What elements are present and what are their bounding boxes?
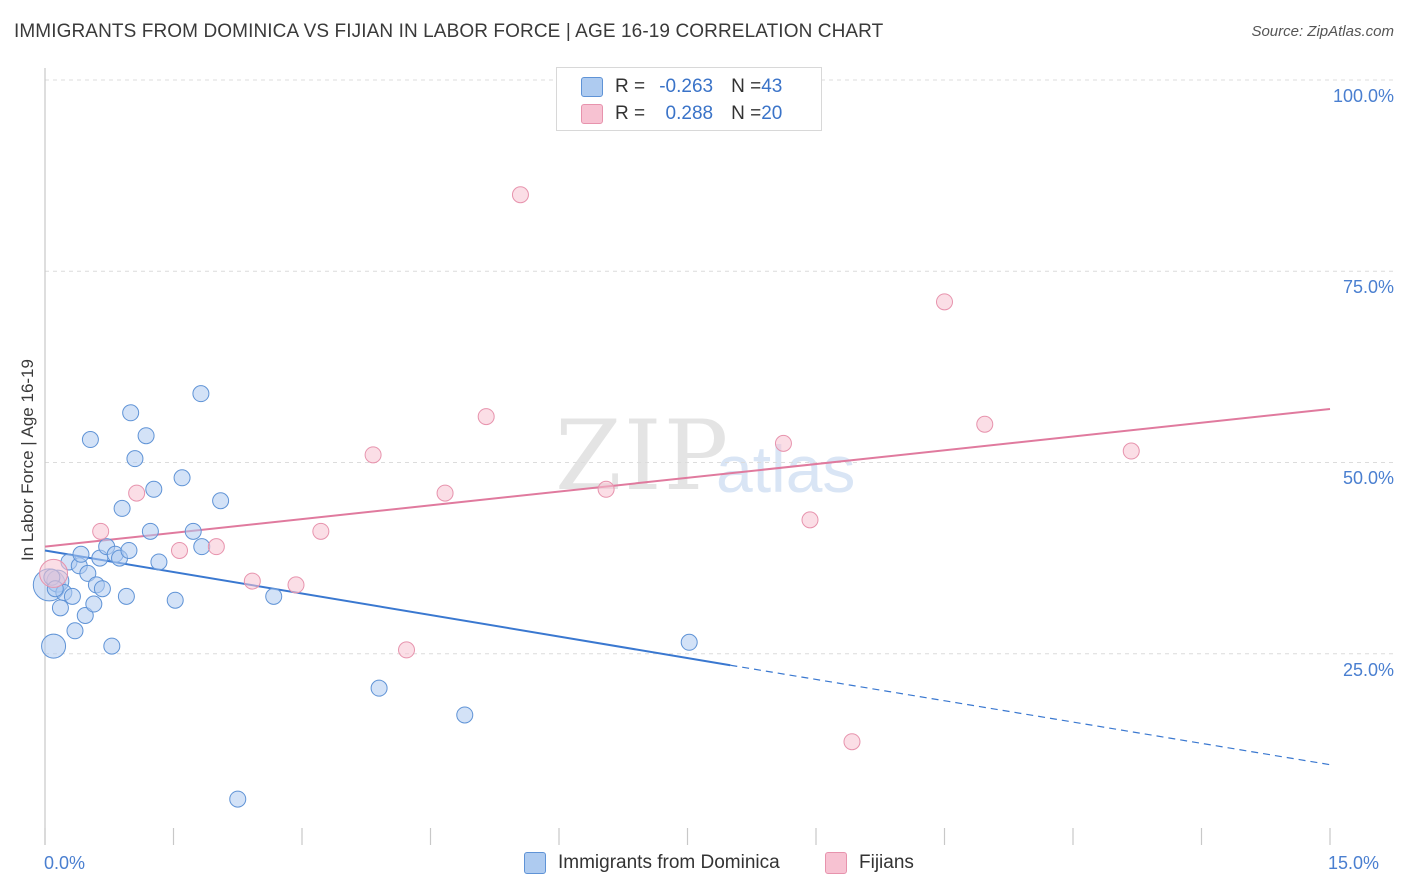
legend-r-value: -0.263 bbox=[659, 76, 714, 97]
legend-n-label: N = bbox=[731, 76, 762, 97]
y-tick-label-100: 100.0% bbox=[1332, 86, 1394, 106]
bottom-legend-fijians: Fijians bbox=[825, 852, 914, 874]
point-fijians bbox=[207, 538, 225, 556]
y-tick-label-25: 25.0% bbox=[1342, 660, 1394, 680]
correlation-legend: R = -0.263 N = 43 R = 0.288 N = 20 bbox=[556, 67, 822, 131]
point-fijians bbox=[436, 484, 454, 502]
y-tick-label-50: 50.0% bbox=[1342, 468, 1394, 488]
bottom-legend-label: Fijians bbox=[859, 852, 914, 873]
legend-r-label: R = bbox=[615, 76, 646, 97]
point-dominica bbox=[120, 541, 138, 559]
point-fijians bbox=[1122, 442, 1140, 460]
point-fijians bbox=[312, 522, 330, 540]
point-dominica bbox=[122, 404, 140, 422]
trend-line-dominica-extension bbox=[730, 664, 1331, 766]
legend-r-label: R = bbox=[615, 103, 646, 124]
point-fijians bbox=[287, 576, 305, 594]
point-dominica bbox=[85, 595, 103, 613]
data-points bbox=[32, 186, 1140, 808]
point-fijians bbox=[170, 541, 188, 559]
point-dominica bbox=[117, 587, 135, 605]
point-fijians bbox=[243, 572, 261, 590]
point-dominica bbox=[103, 637, 121, 655]
trend-line-fijians bbox=[44, 407, 1331, 548]
point-fijians bbox=[976, 415, 994, 433]
x-tick-label-min: 0.0% bbox=[44, 853, 86, 873]
point-fijians bbox=[936, 293, 953, 311]
point-dominica bbox=[141, 522, 159, 540]
legend-row-dominica: R = -0.263 N = 43 bbox=[581, 76, 782, 98]
point-dominica bbox=[680, 633, 698, 651]
legend-r-value: 0.288 bbox=[660, 103, 714, 124]
point-dominica bbox=[113, 499, 131, 517]
point-dominica bbox=[193, 538, 211, 556]
point-fijians bbox=[843, 733, 861, 751]
source-label: Source: ZipAtlas.com bbox=[1251, 23, 1394, 40]
point-fijians bbox=[128, 484, 146, 502]
point-dominica bbox=[93, 580, 111, 598]
watermark-zip: ZIP bbox=[555, 400, 731, 512]
point-fijians bbox=[92, 522, 110, 540]
point-dominica bbox=[229, 790, 247, 808]
bottom-legend-dominica: Immigrants from Dominica bbox=[524, 852, 780, 874]
trend-line-dominica bbox=[44, 549, 731, 667]
point-dominica bbox=[137, 427, 155, 445]
point-dominica bbox=[456, 706, 474, 724]
bottom-legend-label: Immigrants from Dominica bbox=[558, 852, 780, 873]
point-dominica bbox=[76, 607, 94, 624]
point-dominica bbox=[265, 587, 283, 605]
gridlines bbox=[45, 79, 1393, 655]
bottom-legend-swatch-blue bbox=[524, 852, 546, 874]
point-dominica bbox=[212, 492, 230, 510]
point-fijians bbox=[597, 480, 615, 498]
point-fijians bbox=[801, 511, 819, 529]
legend-swatch-blue bbox=[581, 77, 603, 97]
axes bbox=[44, 68, 1331, 845]
legend-n-label: N = bbox=[731, 103, 762, 124]
chart-title: IMMIGRANTS FROM DOMINICA VS FIJIAN IN LA… bbox=[14, 21, 884, 42]
point-dominica bbox=[150, 553, 168, 571]
point-fijians bbox=[39, 558, 69, 588]
y-tick-label-75: 75.0% bbox=[1342, 277, 1394, 297]
point-fijians bbox=[477, 408, 495, 426]
legend-n-value: 20 bbox=[761, 103, 783, 124]
legend-row-fijians: R = 0.288 N = 20 bbox=[581, 103, 782, 125]
point-dominica bbox=[63, 587, 81, 605]
bottom-legend-swatch-pink bbox=[825, 852, 847, 874]
point-fijians bbox=[774, 434, 792, 452]
point-dominica bbox=[145, 480, 163, 498]
point-dominica bbox=[72, 545, 90, 563]
point-dominica bbox=[166, 591, 184, 609]
x-tick-label-max: 15.0% bbox=[1328, 853, 1380, 873]
point-dominica bbox=[370, 679, 388, 697]
point-fijians bbox=[364, 446, 382, 464]
point-dominica bbox=[51, 599, 69, 617]
point-dominica bbox=[81, 431, 99, 449]
point-dominica bbox=[192, 385, 210, 403]
point-dominica bbox=[79, 564, 97, 582]
point-dominica bbox=[66, 622, 84, 640]
legend-n-value: 43 bbox=[761, 76, 783, 97]
point-dominica bbox=[184, 522, 202, 540]
point-dominica bbox=[41, 633, 67, 659]
point-dominica bbox=[126, 450, 144, 468]
point-fijians bbox=[511, 186, 529, 204]
legend-swatch-pink bbox=[581, 104, 603, 124]
point-fijians bbox=[398, 641, 416, 659]
y-axis-label: In Labor Force | Age 16-19 bbox=[18, 359, 37, 561]
point-dominica bbox=[173, 469, 191, 487]
